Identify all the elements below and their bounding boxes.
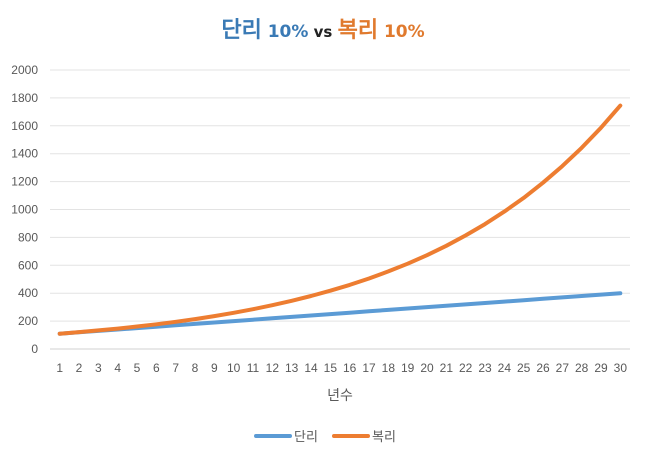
x-tick-label: 6: [153, 361, 160, 375]
y-tick-label: 400: [18, 286, 38, 300]
x-tick-label: 14: [304, 361, 318, 375]
y-axis-ticks: 0 200 400 600 800 1000 1200 1400 1600 1800 2000: [11, 63, 38, 356]
x-tick-label: 28: [575, 361, 589, 375]
chart-title: 단리 10% vs 복리 10%: [0, 12, 646, 44]
y-tick-label: 1400: [11, 147, 38, 161]
x-tick-label: 5: [134, 361, 141, 375]
x-tick-label: 13: [285, 361, 299, 375]
x-tick-label: 11: [247, 361, 260, 375]
x-tick-label: 22: [459, 361, 473, 375]
x-axis-ticks: 1 2 3 4 5 6 7 8 9 10 11 12 13 14 15 16 17 18 19 20 21 22 23 24 2…: [56, 361, 627, 375]
series-lines: [57, 103, 623, 336]
x-tick-label: 17: [362, 361, 376, 375]
x-tick-label: 3: [95, 361, 102, 375]
x-tick-label: 1: [56, 361, 63, 375]
x-tick-label: 25: [517, 361, 531, 375]
title-part-2: vs: [308, 23, 338, 41]
x-tick-label: 23: [478, 361, 492, 375]
legend: 단리 복리: [254, 430, 396, 445]
y-tick-label: 0: [31, 342, 38, 356]
x-tick-label: 27: [556, 361, 570, 375]
title-part-1: 10%: [261, 22, 309, 42]
y-tick-label: 1600: [11, 119, 38, 133]
gridlines: [50, 69, 630, 350]
title-part-4: 10%: [378, 22, 425, 42]
y-tick-label: 2000: [11, 63, 38, 77]
series-line-0: [57, 291, 623, 336]
y-tick-label: 200: [18, 314, 38, 328]
x-tick-label: 26: [536, 361, 550, 375]
x-tick-label: 4: [114, 361, 121, 375]
x-tick-label: 2: [76, 361, 83, 375]
x-tick-label: 21: [440, 361, 454, 375]
x-tick-label: 19: [401, 361, 415, 375]
x-tick-label: 16: [343, 361, 357, 375]
x-tick-label: 30: [614, 361, 628, 375]
series-line-1: [57, 103, 623, 336]
legend-label-1: 복리: [372, 430, 396, 445]
x-tick-label: 15: [324, 361, 338, 375]
title-part-3: 복리: [337, 18, 379, 43]
title-part-0: 단리: [221, 18, 262, 43]
x-axis-label: 년수: [327, 388, 353, 404]
x-tick-label: 24: [498, 361, 512, 375]
x-tick-label: 8: [192, 361, 199, 375]
x-tick-label: 7: [172, 361, 179, 375]
y-tick-label: 1200: [11, 175, 38, 189]
y-tick-label: 1800: [11, 91, 38, 105]
x-tick-label: 12: [266, 361, 280, 375]
x-tick-label: 20: [420, 361, 434, 375]
y-tick-label: 600: [18, 258, 38, 272]
x-tick-label: 9: [211, 361, 218, 375]
y-tick-label: 800: [18, 230, 38, 244]
x-tick-label: 29: [594, 361, 608, 375]
x-tick-label: 10: [227, 361, 241, 375]
x-tick-label: 18: [382, 361, 396, 375]
y-tick-label: 1000: [11, 203, 38, 217]
legend-label-0: 단리: [294, 430, 318, 445]
